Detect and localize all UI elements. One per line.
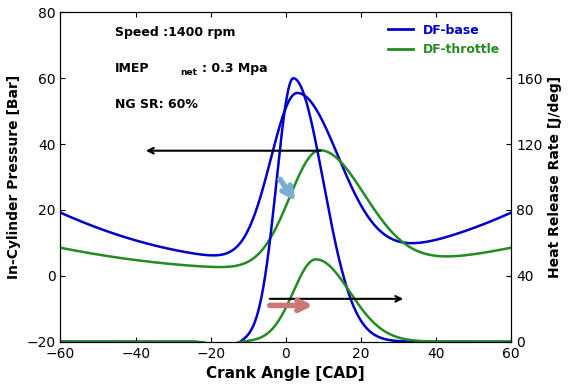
Text: Speed :1400 rpm: Speed :1400 rpm (114, 26, 235, 39)
Legend: DF-base, DF-throttle: DF-base, DF-throttle (382, 19, 505, 61)
Text: net: net (180, 68, 197, 77)
Text: IMEP: IMEP (114, 62, 149, 75)
Text: NG SR: 60%: NG SR: 60% (114, 98, 197, 111)
Text: : 0.3 Mpa: : 0.3 Mpa (203, 62, 268, 75)
X-axis label: Crank Angle [CAD]: Crank Angle [CAD] (207, 366, 365, 381)
Y-axis label: In-Cylinder Pressure [Bar]: In-Cylinder Pressure [Bar] (7, 75, 21, 279)
Y-axis label: Heat Release Rate [J/deg]: Heat Release Rate [J/deg] (548, 76, 562, 278)
